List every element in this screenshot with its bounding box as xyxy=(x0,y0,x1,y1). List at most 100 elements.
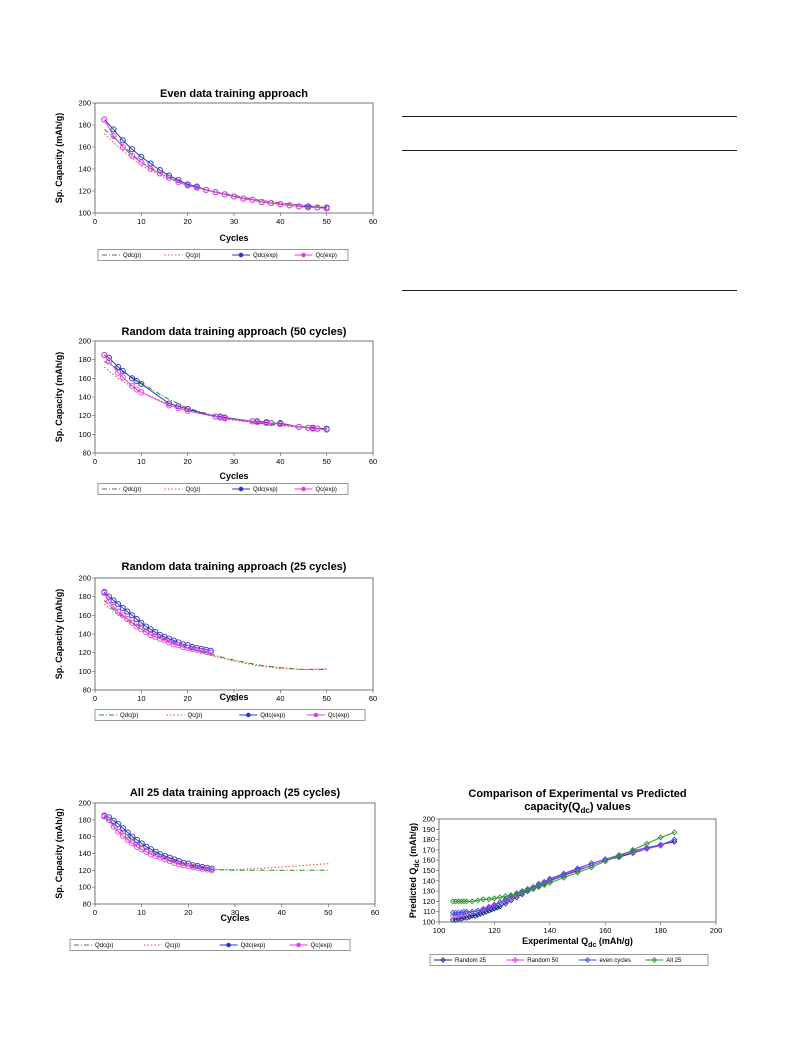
data-point xyxy=(616,853,623,860)
data-point xyxy=(254,419,261,426)
x-tick-label: 20 xyxy=(183,457,191,466)
data-point xyxy=(657,834,664,841)
data-point xyxy=(643,844,650,851)
y-tick-label: 110 xyxy=(423,907,435,916)
chart-all-25: All 25 data training approach (25 cycles… xyxy=(54,787,379,951)
data-point xyxy=(166,400,173,407)
x-tick-label: 60 xyxy=(371,908,379,917)
data-point xyxy=(491,905,498,912)
data-point xyxy=(535,880,542,887)
y-tick-label: 100 xyxy=(78,209,91,218)
data-point xyxy=(513,891,520,898)
data-point xyxy=(588,864,595,871)
data-point xyxy=(474,897,481,904)
legend-label: Qdc(exp) xyxy=(253,487,278,493)
data-point xyxy=(268,420,275,427)
series-qdc-p- xyxy=(103,600,327,670)
data-point xyxy=(616,851,623,859)
x-axis-label: Experimental Qdc (mAh/g) xyxy=(522,936,633,949)
series-line xyxy=(103,600,327,670)
data-point xyxy=(671,836,678,843)
y-tick-label: 130 xyxy=(422,887,435,896)
chart-title-line2: capacity(Qdc) values xyxy=(524,801,631,815)
x-axis-label-suffix: (mAh/g) xyxy=(596,936,633,946)
data-point xyxy=(507,892,515,899)
legend-label: Qc(p) xyxy=(165,943,180,949)
legend-box xyxy=(69,939,351,951)
y-tick-label: 80 xyxy=(83,900,91,909)
data-point xyxy=(502,900,509,907)
chart-title: All 25 data training approach (25 cycles… xyxy=(130,787,341,799)
data-point xyxy=(152,848,159,855)
y-tick-label: 120 xyxy=(78,648,91,657)
data-point xyxy=(314,204,321,211)
y-tick-label: 140 xyxy=(78,849,91,858)
y-tick-label: 140 xyxy=(78,630,91,639)
data-point xyxy=(295,423,302,430)
legend-marker xyxy=(313,712,319,718)
data-point xyxy=(105,358,112,365)
data-point xyxy=(491,902,498,909)
legend-box xyxy=(97,483,349,495)
legend-marker xyxy=(440,957,446,963)
x-tick-label: 60 xyxy=(369,694,377,703)
data-point xyxy=(643,840,650,847)
data-point xyxy=(129,152,136,159)
x-tick-label: 30 xyxy=(231,908,239,917)
data-point xyxy=(496,903,503,910)
x-tick-label: 40 xyxy=(276,217,284,226)
x-tick-label: 40 xyxy=(277,908,285,917)
legend-marker xyxy=(238,252,244,258)
legend-label: Qc(exp) xyxy=(328,713,349,719)
data-point xyxy=(249,196,256,203)
x-tick-label: 10 xyxy=(137,694,145,703)
chart-title-prefix: capacity(Q xyxy=(524,801,581,813)
x-axis-label-sub: dc xyxy=(588,942,596,949)
data-point xyxy=(491,895,498,902)
data-point xyxy=(469,898,476,905)
data-point xyxy=(138,846,145,853)
data-point xyxy=(203,186,210,193)
data-point xyxy=(207,647,214,654)
data-point xyxy=(110,603,117,610)
y-axis-label: Sp. Capacity (mAh/g) xyxy=(54,113,64,204)
data-point xyxy=(119,374,126,381)
data-point xyxy=(129,375,136,382)
data-point xyxy=(240,195,247,202)
data-point xyxy=(138,626,145,633)
data-point xyxy=(124,836,131,844)
y-tick-label: 160 xyxy=(78,143,91,152)
x-axis-label-prefix: Experimental Q xyxy=(522,936,588,946)
x-axis-label: Cycles xyxy=(219,692,248,702)
data-point xyxy=(671,829,678,836)
data-point xyxy=(110,597,117,604)
legend-label: All 25 xyxy=(666,958,682,964)
x-tick-label: 30 xyxy=(230,217,238,226)
data-point xyxy=(138,380,145,387)
data-point xyxy=(268,200,275,207)
y-tick-label: 160 xyxy=(422,856,435,865)
y-axis-label: Sp. Capacity (mAh/g) xyxy=(54,352,64,443)
data-point xyxy=(101,813,108,820)
y-tick-label: 80 xyxy=(83,449,91,458)
x-tick-label: 140 xyxy=(544,926,557,935)
data-point xyxy=(513,890,520,897)
data-point xyxy=(133,843,141,850)
series-line xyxy=(103,816,329,870)
data-point xyxy=(110,132,117,140)
y-tick-label: 180 xyxy=(78,815,91,824)
data-point xyxy=(110,126,117,133)
legend-box xyxy=(97,249,349,261)
y-tick-label: 160 xyxy=(78,374,91,383)
legend-label: Qdc(p) xyxy=(120,713,138,719)
data-point xyxy=(124,616,131,623)
plot-area xyxy=(94,577,374,691)
y-tick-label: 180 xyxy=(78,592,91,601)
data-point xyxy=(101,116,108,123)
y-axis-label-prefix: Predicted Q xyxy=(408,868,418,919)
legend-label: Qc(p) xyxy=(186,487,201,493)
series-qc-exp- xyxy=(101,351,330,433)
data-point xyxy=(133,836,141,844)
data-point xyxy=(305,204,312,211)
data-point xyxy=(189,644,196,651)
